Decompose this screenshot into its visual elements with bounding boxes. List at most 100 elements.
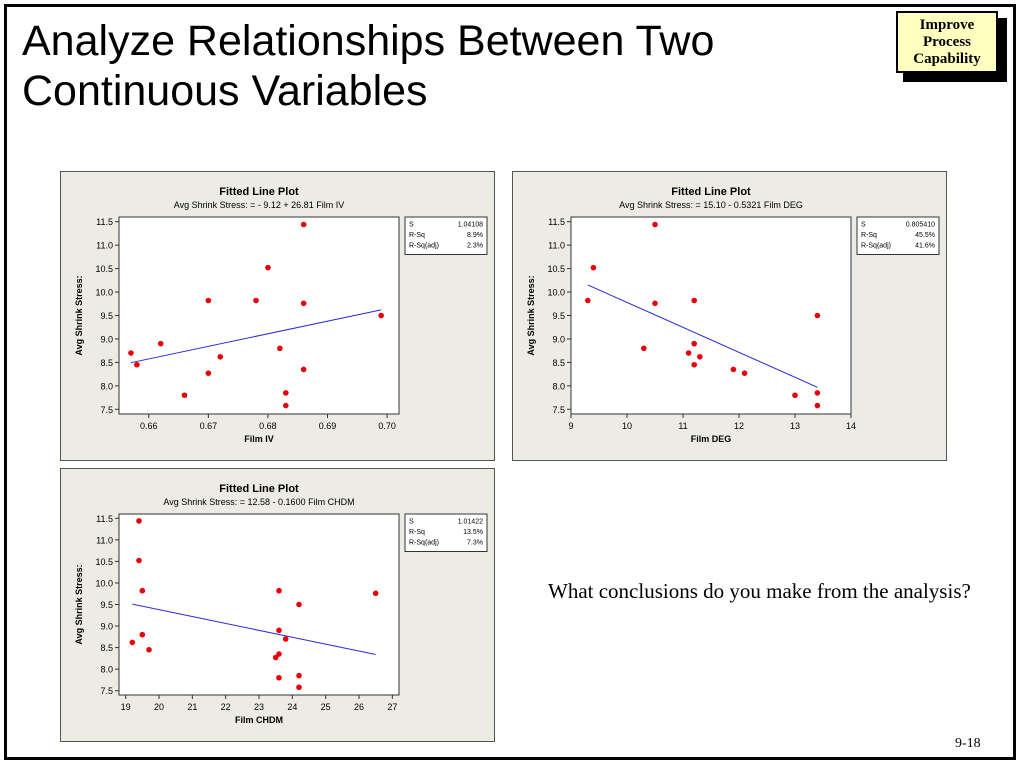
data-point [253, 297, 259, 304]
x-tick-label: 14 [846, 421, 856, 431]
chart-title: Fitted Line Plot [671, 186, 751, 198]
data-point [205, 370, 212, 376]
data-point [136, 557, 142, 564]
x-tick-label: 24 [287, 702, 297, 712]
x-tick-label: 9 [568, 421, 573, 431]
y-tick-label: 10.5 [95, 557, 113, 567]
badge-line-1: Improve [919, 17, 975, 33]
x-tick-label: 0.70 [378, 421, 396, 431]
y-tick-label: 10.5 [95, 264, 113, 274]
stats-label: S [409, 222, 414, 229]
data-point [641, 345, 647, 352]
x-tick-label: 22 [221, 702, 231, 712]
chart-panel-film-deg: Fitted Line Plot Avg Shrink Stress: = 15.… [512, 171, 947, 461]
data-point [139, 587, 146, 594]
data-point [730, 366, 737, 373]
data-point [272, 654, 279, 661]
y-tick-label: 8.5 [552, 358, 565, 368]
plot-area [118, 216, 400, 415]
x-tick-label: 21 [187, 702, 197, 712]
y-axis-label: Avg Shrink Stress: [74, 275, 84, 355]
data-point [691, 340, 697, 347]
data-point [283, 402, 289, 409]
data-point [652, 300, 658, 307]
fitted-regression-line [132, 603, 376, 655]
x-tick-label: 27 [387, 702, 397, 712]
chart-subtitle: Avg Shrink Stress: = 15.10 - 0.5321 Film… [619, 200, 803, 210]
fitted-line-plot-film-deg: Fitted Line Plot Avg Shrink Stress: = 15.… [526, 186, 940, 444]
y-tick-label: 8.0 [100, 381, 113, 391]
stats-value: 13.5% [463, 529, 483, 536]
data-point [129, 639, 136, 646]
stats-label: S [409, 519, 414, 526]
plot-area [570, 216, 852, 415]
fitted-line-plot-film-iv: Fitted Line Plot Avg Shrink Stress: = - 9… [74, 186, 488, 444]
data-point [741, 370, 748, 376]
data-point [276, 651, 282, 657]
y-tick-label: 9.5 [552, 311, 565, 321]
stats-box [404, 216, 488, 255]
x-tick-label: 23 [254, 702, 264, 712]
y-tick-label: 8.0 [100, 665, 113, 675]
x-tick-label: 13 [790, 421, 800, 431]
y-tick-label: 7.5 [552, 405, 565, 415]
slide-title: Analyze Relationships Between Two Contin… [22, 16, 862, 116]
data-point [157, 340, 164, 347]
data-point [590, 264, 597, 271]
stats-box [404, 513, 488, 552]
data-point [296, 672, 302, 679]
data-point [276, 587, 282, 594]
stats-value: 45.5% [915, 232, 935, 239]
y-tick-label: 11.5 [548, 217, 565, 227]
x-tick-label: 26 [354, 702, 364, 712]
data-point [652, 221, 658, 228]
data-point [697, 353, 703, 360]
y-tick-label: 10.5 [547, 264, 565, 274]
x-tick-label: 25 [321, 702, 331, 712]
data-point [139, 631, 146, 638]
stats-value: 1.01422 [458, 519, 483, 526]
chart-title: Fitted Line Plot [219, 483, 299, 495]
stats-label: R-Sq [409, 529, 425, 536]
chart-subtitle: Avg Shrink Stress: = 12.58 - 0.1600 Film… [163, 497, 354, 507]
x-tick-label: 0.67 [200, 421, 218, 431]
data-point [792, 392, 798, 399]
slide-title-line-1: Analyze Relationships Between Two [22, 17, 715, 65]
badge-line-3: Capability [913, 51, 981, 67]
x-tick-label: 20 [154, 702, 164, 712]
y-tick-label: 11.0 [96, 535, 113, 545]
x-tick-label: 0.68 [259, 421, 277, 431]
stats-label: R-Sq(adj) [409, 540, 439, 547]
x-tick-label: 19 [121, 702, 131, 712]
y-tick-label: 11.0 [548, 241, 565, 251]
data-point [814, 390, 821, 396]
data-point [378, 312, 384, 319]
data-point [814, 312, 821, 319]
y-tick-label: 8.5 [100, 358, 113, 368]
badge-line-2: Process [922, 34, 972, 50]
page-number: 9-18 [955, 736, 981, 751]
stats-value: 7.3% [467, 540, 483, 547]
phase-badge: Improve Process Capability [896, 11, 998, 73]
data-point [277, 345, 283, 352]
y-tick-label: 10.0 [547, 288, 565, 298]
data-point [265, 264, 271, 271]
x-tick-label: 0.66 [140, 421, 158, 431]
stats-value: 41.6% [915, 243, 935, 250]
stats-label: R-Sq [861, 232, 877, 239]
fitted-regression-line [587, 284, 818, 388]
fitted-line-plot-film-chdm: Fitted Line Plot Avg Shrink Stress: = 12.… [74, 483, 488, 725]
data-point [276, 627, 282, 634]
discussion-question: What conclusions do you make from the an… [548, 579, 971, 603]
x-tick-label: 0.69 [319, 421, 337, 431]
data-point [128, 350, 134, 356]
data-point [181, 392, 188, 399]
x-tick-label: 10 [622, 421, 632, 431]
fitted-regression-line [130, 309, 382, 364]
y-tick-label: 9.5 [100, 600, 113, 610]
y-tick-label: 9.0 [100, 622, 113, 632]
y-tick-label: 7.5 [100, 405, 113, 415]
y-tick-label: 11.0 [96, 241, 113, 251]
x-axis-label: Film CHDM [235, 715, 283, 725]
y-tick-label: 9.0 [100, 334, 113, 344]
